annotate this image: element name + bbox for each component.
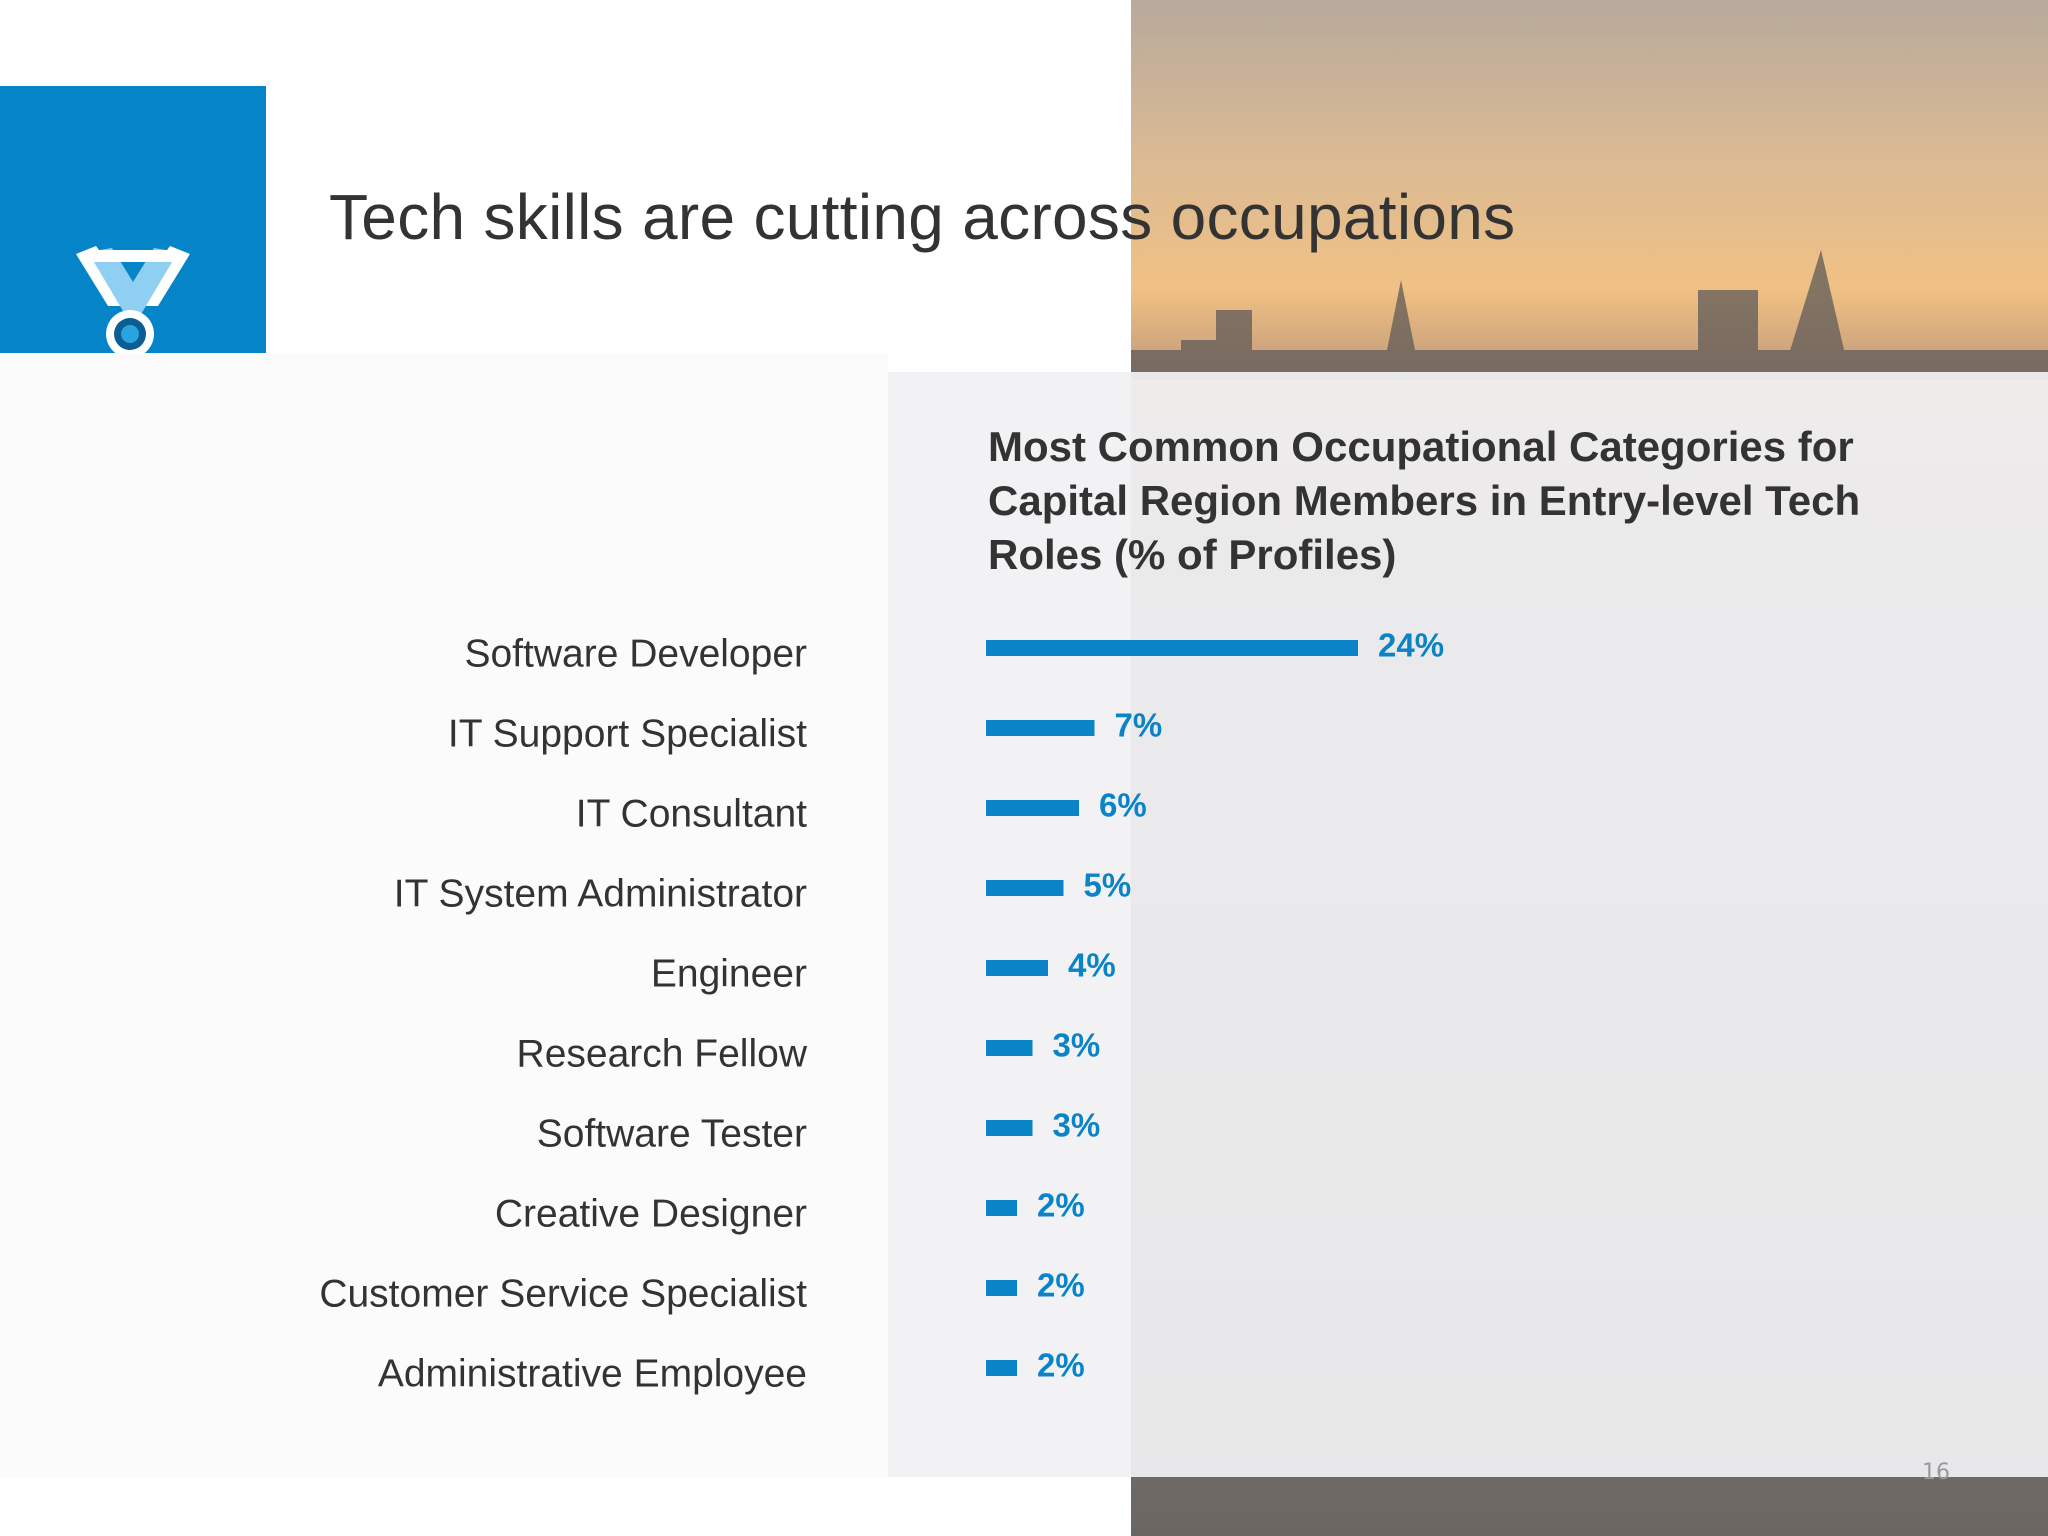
bar bbox=[986, 1360, 1017, 1376]
bar bbox=[986, 640, 1358, 656]
chart-panel bbox=[888, 372, 2048, 1477]
icon-tile bbox=[0, 86, 266, 358]
value-label: 2% bbox=[1037, 1267, 1085, 1304]
category-label: Software Tester bbox=[537, 1112, 807, 1155]
value-label: 3% bbox=[1053, 1027, 1101, 1064]
value-label: 24% bbox=[1378, 627, 1444, 664]
category-label: Research Fellow bbox=[517, 1032, 808, 1075]
value-label: 7% bbox=[1115, 707, 1163, 744]
left-panel bbox=[0, 353, 888, 1477]
category-label: Engineer bbox=[651, 952, 807, 995]
value-label: 2% bbox=[1037, 1187, 1085, 1224]
medal-icon bbox=[76, 246, 190, 358]
bar bbox=[986, 1040, 1033, 1056]
value-label: 5% bbox=[1084, 867, 1132, 904]
bar bbox=[986, 1280, 1017, 1296]
bar bbox=[986, 720, 1095, 736]
value-label: 4% bbox=[1068, 947, 1116, 984]
value-label: 3% bbox=[1053, 1107, 1101, 1144]
chart-title: Most Common Occupational Categories for … bbox=[988, 423, 1861, 578]
bar bbox=[986, 960, 1048, 976]
category-label: Administrative Employee bbox=[378, 1352, 807, 1395]
bar bbox=[986, 800, 1079, 816]
bar bbox=[986, 1120, 1033, 1136]
category-label: IT Consultant bbox=[576, 792, 807, 835]
category-label: Software Developer bbox=[464, 632, 807, 675]
slide-title: Tech skills are cutting across occupatio… bbox=[329, 181, 1516, 253]
category-label: Customer Service Specialist bbox=[319, 1272, 807, 1315]
category-label: Creative Designer bbox=[495, 1192, 807, 1235]
category-label: IT System Administrator bbox=[394, 872, 807, 915]
bar bbox=[986, 880, 1064, 896]
category-label: IT Support Specialist bbox=[448, 712, 807, 755]
bar bbox=[986, 1200, 1017, 1216]
value-label: 6% bbox=[1099, 787, 1147, 824]
value-label: 2% bbox=[1037, 1347, 1085, 1384]
page-number: 16 bbox=[1922, 1460, 1950, 1485]
